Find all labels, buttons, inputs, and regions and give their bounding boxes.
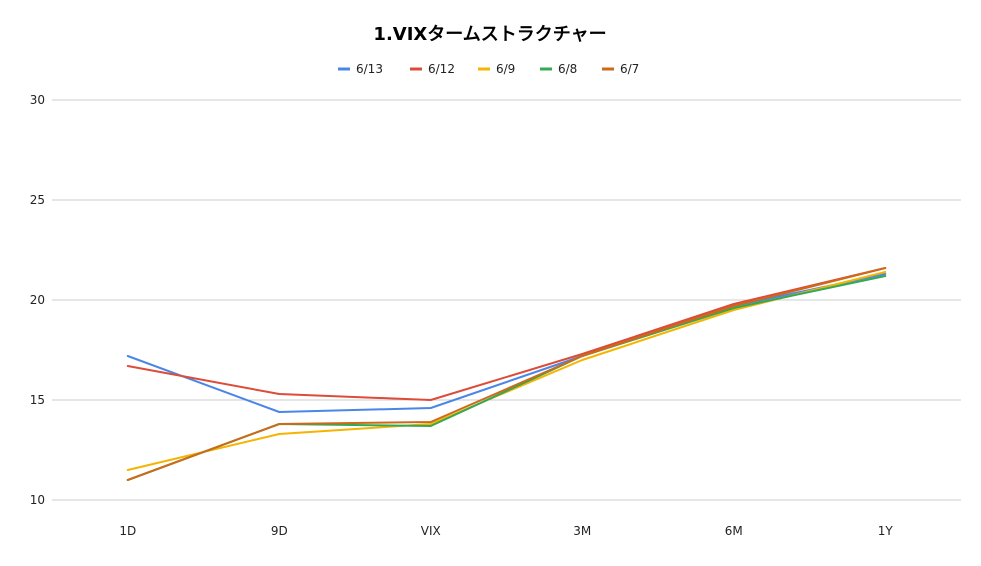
legend-label: 6/12: [428, 62, 455, 76]
legend: 6/13 6/12 6/9 6/8 6/7: [338, 62, 639, 76]
x-tick-label: VIX: [421, 524, 441, 538]
chart-title: 1.VIXタームストラクチャー: [373, 24, 606, 45]
legend-label: 6/9: [496, 62, 515, 76]
x-axis: 1D 9D VIX 3M 6M 1Y: [119, 524, 893, 538]
x-tick-label: 1D: [119, 524, 136, 538]
y-tick-label: 25: [30, 193, 45, 207]
y-tick-label: 20: [30, 293, 45, 307]
y-tick-label: 10: [30, 493, 45, 507]
x-tick-label: 9D: [271, 524, 288, 538]
legend-label: 6/7: [620, 62, 639, 76]
x-tick-label: 1Y: [878, 524, 894, 538]
series-line-6-9: [126, 271, 887, 471]
x-tick-label: 3M: [573, 524, 591, 538]
series-lines: [126, 267, 887, 481]
y-tick-label: 15: [30, 393, 45, 407]
series-line-6-12: [126, 267, 887, 401]
legend-label: 6/8: [558, 62, 577, 76]
legend-label: 6/13: [356, 62, 383, 76]
y-tick-label: 30: [30, 93, 45, 107]
gridlines: [52, 99, 961, 501]
x-tick-label: 6M: [725, 524, 743, 538]
y-axis: 10 15 20 25 30: [30, 93, 45, 507]
series-line-6-7: [126, 267, 887, 481]
